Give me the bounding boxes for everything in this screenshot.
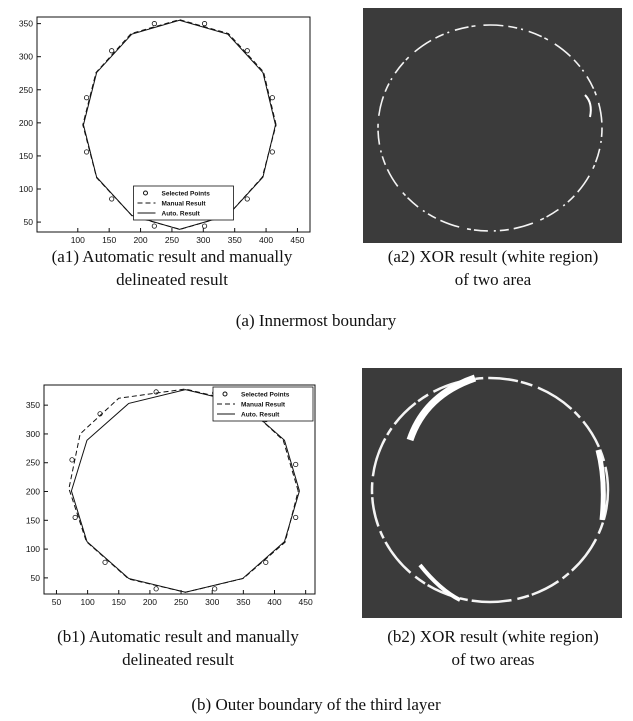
caption-a1-line2: delineated result xyxy=(116,270,228,289)
legend-label: Selected Points xyxy=(241,392,290,399)
y-tick-label: 250 xyxy=(19,85,33,95)
caption-b1-line2: delineated result xyxy=(122,650,234,669)
x-tick-label: 300 xyxy=(205,597,219,607)
x-tick-label: 250 xyxy=(165,235,179,245)
x-tick-label: 200 xyxy=(143,597,157,607)
xor-image-a2 xyxy=(363,8,622,243)
y-tick-label: 150 xyxy=(19,151,33,161)
x-tick-label: 400 xyxy=(259,235,273,245)
y-tick-label: 50 xyxy=(24,217,34,227)
x-tick-label: 100 xyxy=(81,597,95,607)
x-tick-label: 50 xyxy=(52,597,62,607)
y-tick-label: 300 xyxy=(26,429,40,439)
y-tick-label: 200 xyxy=(26,487,40,497)
y-tick-label: 50 xyxy=(31,573,41,583)
x-tick-label: 300 xyxy=(196,235,210,245)
caption-b2-line2: of two areas xyxy=(451,650,534,669)
caption-b2-line1: (b2) XOR result (white region) xyxy=(387,627,599,646)
y-tick-label: 350 xyxy=(19,19,33,29)
legend-label: Auto. Result xyxy=(162,211,201,218)
caption-b: (b) Outer boundary of the third layer xyxy=(191,695,441,714)
x-tick-label: 200 xyxy=(133,235,147,245)
x-tick-label: 250 xyxy=(174,597,188,607)
x-tick-label: 100 xyxy=(71,235,85,245)
x-tick-label: 450 xyxy=(299,597,313,607)
x-tick-label: 450 xyxy=(290,235,304,245)
y-tick-label: 100 xyxy=(26,544,40,554)
x-tick-label: 350 xyxy=(236,597,250,607)
y-tick-label: 350 xyxy=(26,400,40,410)
figure: (a1) Automatic result and manually delin… xyxy=(0,0,633,721)
legend-label: Manual Result xyxy=(162,201,207,208)
xor-image-b2 xyxy=(362,368,622,618)
caption-a: (a) Innermost boundary xyxy=(236,311,397,330)
x-tick-label: 350 xyxy=(228,235,242,245)
legend-label: Manual Result xyxy=(241,402,286,409)
caption-a2-line1: (a2) XOR result (white region) xyxy=(388,247,599,266)
y-tick-label: 250 xyxy=(26,458,40,468)
x-tick-label: 150 xyxy=(102,235,116,245)
x-tick-label: 150 xyxy=(112,597,126,607)
caption-a1-line1: (a1) Automatic result and manually xyxy=(52,247,293,266)
y-tick-label: 200 xyxy=(19,118,33,128)
caption-b1-line1: (b1) Automatic result and manually xyxy=(57,627,299,646)
y-tick-label: 300 xyxy=(19,52,33,62)
y-tick-label: 150 xyxy=(26,515,40,525)
x-tick-label: 400 xyxy=(267,597,281,607)
legend-label: Selected Points xyxy=(162,191,211,198)
legend-label: Auto. Result xyxy=(241,412,280,419)
y-tick-label: 100 xyxy=(19,184,33,194)
caption-a2-line2: of two area xyxy=(455,270,532,289)
